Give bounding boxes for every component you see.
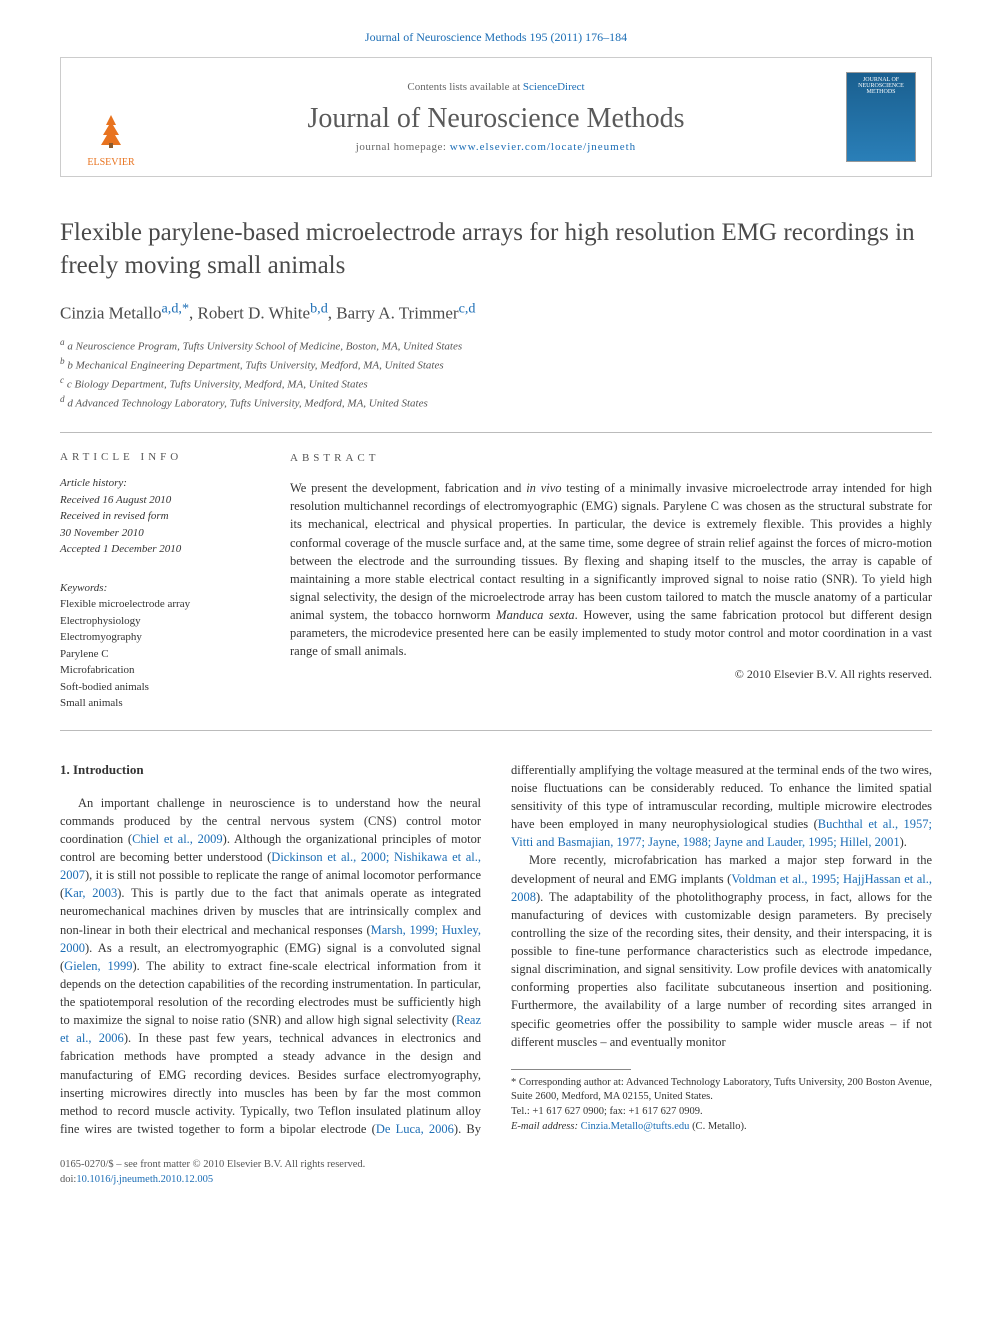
abstract-head: abstract	[290, 451, 932, 467]
page-footer: 0165-0270/$ – see front matter © 2010 El…	[60, 1158, 932, 1187]
history-revised-1: Received in revised form	[60, 508, 260, 525]
cite-kar[interactable]: Kar, 2003	[64, 886, 117, 900]
cite-gielen[interactable]: Gielen, 1999	[64, 959, 132, 973]
history-label: Article history:	[60, 475, 260, 492]
author-1-aff[interactable]: a,d,	[162, 304, 182, 323]
publisher-logo-cell: ELSEVIER	[61, 58, 161, 176]
info-abstract-row: article info Article history: Received 1…	[60, 433, 932, 730]
keyword: Flexible microelectrode array	[60, 596, 260, 613]
body-columns: 1. Introduction An important challenge i…	[60, 761, 932, 1138]
history-received: Received 16 August 2010	[60, 492, 260, 509]
history-revised-2: 30 November 2010	[60, 525, 260, 542]
cite-chiel[interactable]: Chiel et al., 2009	[132, 832, 223, 846]
keyword: Small animals	[60, 695, 260, 712]
affiliation-a: a a Neuroscience Program, Tufts Universi…	[60, 336, 932, 355]
footnote-tel: Tel.: +1 617 627 0900; fax: +1 617 627 0…	[511, 1105, 932, 1120]
affiliation-b: b b Mechanical Engineering Department, T…	[60, 355, 932, 374]
cite-deluca[interactable]: De Luca, 2006	[376, 1122, 454, 1136]
contents-line: Contents lists available at ScienceDirec…	[161, 81, 831, 97]
corresponding-footnote: * Corresponding author at: Advanced Tech…	[511, 1076, 932, 1135]
journal-header-box: ELSEVIER Contents lists available at Sci…	[60, 57, 932, 177]
article-info: article info Article history: Received 1…	[60, 451, 260, 712]
abstract: abstract We present the development, fab…	[290, 451, 932, 712]
author-3: Barry A. Trimmer	[336, 304, 458, 323]
keyword: Electromyography	[60, 629, 260, 646]
author-1: Cinzia Metallo	[60, 304, 162, 323]
keyword: Microfabrication	[60, 662, 260, 679]
keyword: Soft-bodied animals	[60, 679, 260, 696]
elsevier-logo: ELSEVIER	[87, 110, 134, 168]
homepage-link[interactable]: www.elsevier.com/locate/jneumeth	[450, 141, 636, 153]
elsevier-tree-icon	[91, 110, 131, 150]
contents-text: Contents lists available at	[407, 81, 522, 93]
divider-bottom	[60, 730, 932, 731]
section-1-heading: 1. Introduction	[60, 761, 481, 780]
journal-center: Contents lists available at ScienceDirec…	[161, 58, 831, 176]
article-title: Flexible parylene-based microelectrode a…	[60, 217, 932, 282]
footnote-corr: * Corresponding author at: Advanced Tech…	[511, 1076, 932, 1105]
doi-link[interactable]: 10.1016/j.jneumeth.2010.12.005	[76, 1174, 213, 1185]
keywords-label: Keywords:	[60, 580, 260, 597]
homepage-line: journal homepage: www.elsevier.com/locat…	[161, 141, 831, 153]
header-citation: Journal of Neuroscience Methods 195 (201…	[0, 0, 992, 57]
homepage-label: journal homepage:	[356, 141, 450, 153]
author-2-aff[interactable]: b,d	[310, 304, 328, 323]
authors-line: Cinzia Metalloa,d,*, Robert D. Whiteb,d,…	[60, 300, 932, 324]
citation-link[interactable]: Journal of Neuroscience Methods 195 (201…	[365, 30, 627, 44]
keyword: Electrophysiology	[60, 613, 260, 630]
sciencedirect-link[interactable]: ScienceDirect	[523, 81, 585, 93]
history-block: Article history: Received 16 August 2010…	[60, 475, 260, 558]
footer-doi: doi:10.1016/j.jneumeth.2010.12.005	[60, 1173, 932, 1188]
footnote-divider	[511, 1069, 631, 1070]
journal-cover-thumbnail: JOURNAL OF NEUROSCIENCE METHODS	[846, 72, 916, 162]
abstract-copyright: © 2010 Elsevier B.V. All rights reserved…	[290, 666, 932, 683]
history-accepted: Accepted 1 December 2010	[60, 541, 260, 558]
email-link[interactable]: Cinzia.Metallo@tufts.edu	[581, 1121, 690, 1132]
author-1-corr[interactable]: *	[182, 304, 189, 323]
affiliations: a a Neuroscience Program, Tufts Universi…	[60, 336, 932, 413]
author-2: Robert D. White	[198, 304, 311, 323]
intro-para-2: More recently, microfabrication has mark…	[511, 851, 932, 1050]
publisher-name: ELSEVIER	[87, 157, 134, 168]
abstract-text: We present the development, fabrication …	[290, 479, 932, 660]
author-3-aff[interactable]: c,d	[459, 304, 476, 323]
article-info-head: article info	[60, 451, 260, 463]
affiliation-d: d d Advanced Technology Laboratory, Tuft…	[60, 393, 932, 412]
footer-front-matter: 0165-0270/$ – see front matter © 2010 El…	[60, 1158, 932, 1173]
keywords-block: Keywords: Flexible microelectrode array …	[60, 580, 260, 712]
affiliation-c: c c Biology Department, Tufts University…	[60, 374, 932, 393]
footnote-email: E-mail address: Cinzia.Metallo@tufts.edu…	[511, 1120, 932, 1135]
journal-title: Journal of Neuroscience Methods	[161, 97, 831, 141]
keyword: Parylene C	[60, 646, 260, 663]
cover-cell: JOURNAL OF NEUROSCIENCE METHODS	[831, 58, 931, 176]
